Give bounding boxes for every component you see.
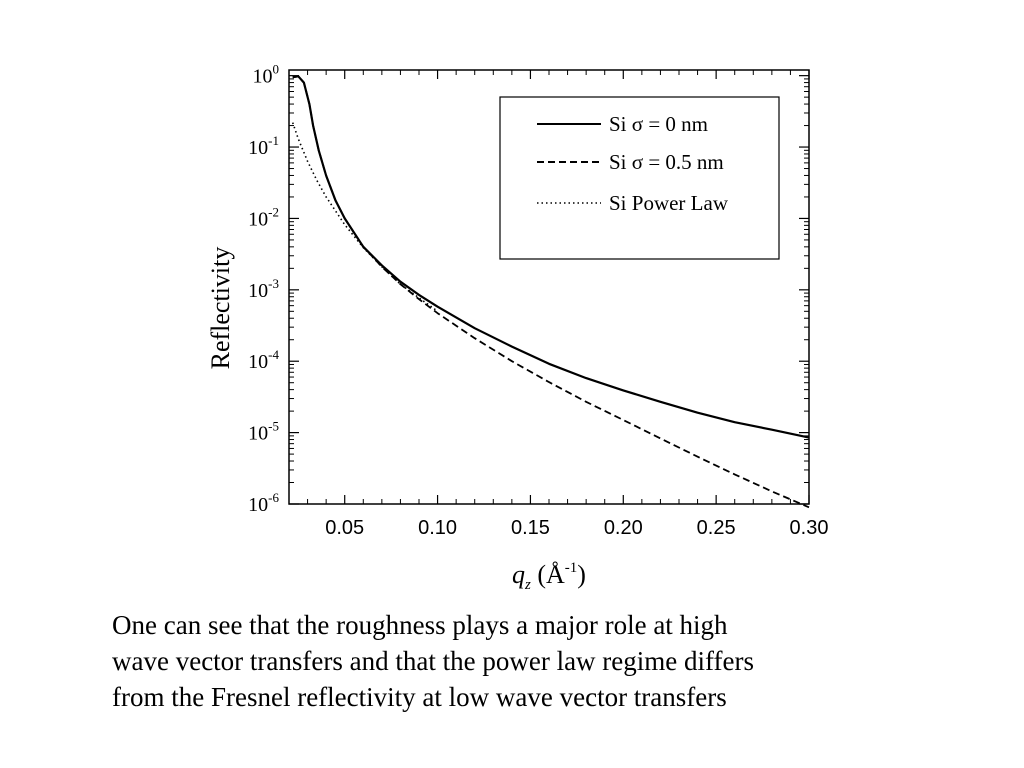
y-tick-label: 100 (253, 62, 280, 88)
x-axis-title: qz (Å-1) (512, 560, 586, 593)
x-axis-title-exp: -1 (565, 560, 578, 576)
caption-line-3: from the Fresnel reflectivity at low wav… (112, 682, 727, 712)
x-tick-label: 0.25 (697, 517, 736, 539)
legend-label-power-law: Si Power Law (609, 191, 729, 215)
x-tick-label: 0.15 (511, 517, 550, 539)
y-tick-base: 10 (248, 494, 268, 516)
y-tick-label: 10-6 (248, 490, 279, 516)
caption-line-1: One can see that the roughness plays a m… (112, 610, 728, 640)
y-tick-base: 10 (248, 351, 268, 373)
x-tick-label: 0.05 (325, 517, 364, 539)
series-line-solid (292, 75, 810, 439)
x-tick-labels: 0.05 0.10 0.15 0.20 0.25 0.30 (325, 517, 828, 539)
reflectivity-chart: 0.05 0.10 0.15 0.20 0.25 0.30 10010-110-210-3… (206, 62, 828, 593)
axis-ticks (289, 70, 810, 505)
legend-label-sigma-0-5: Si σ = 0.5 nm (609, 150, 724, 174)
y-tick-exponent: -4 (268, 347, 279, 362)
legend-label-sigma-0: Si σ = 0 nm (609, 112, 708, 136)
y-tick-exponent: -3 (268, 276, 279, 291)
y-tick-exponent: 0 (273, 62, 280, 77)
x-tick-label: 0.10 (418, 517, 457, 539)
caption-text: One can see that the roughness plays a m… (112, 607, 972, 715)
y-tick-exponent: -5 (268, 419, 279, 434)
x-tick-label: 0.30 (790, 517, 829, 539)
y-tick-base: 10 (248, 423, 268, 445)
y-tick-base: 10 (248, 280, 268, 302)
y-tick-base: 10 (253, 66, 273, 88)
y-tick-base: 10 (248, 137, 268, 159)
x-axis-title-subscript: z (524, 577, 531, 593)
y-tick-label: 10-5 (248, 419, 279, 445)
y-tick-label: 10-1 (248, 133, 279, 159)
series-line-dotted (291, 122, 439, 312)
x-tick-label: 0.20 (604, 517, 643, 539)
series-line-dashed (292, 75, 810, 509)
series-lines (291, 75, 810, 509)
y-tick-label: 10-3 (248, 276, 279, 302)
caption-line-2: wave vector transfers and that the power… (112, 646, 754, 676)
y-axis-title: Reflectivity (206, 247, 235, 370)
x-axis-title-close: ) (577, 560, 586, 589)
y-tick-exponent: -6 (268, 490, 279, 505)
legend: Si σ = 0 nm Si σ = 0.5 nm Si Power Law (499, 96, 780, 260)
y-tick-exponent: -2 (268, 204, 279, 219)
y-tick-label: 10-4 (248, 347, 279, 373)
y-tick-exponent: -1 (268, 133, 279, 148)
x-axis-title-symbol: q (512, 560, 525, 589)
x-axis-title-unit: (Å (531, 560, 565, 589)
y-tick-base: 10 (248, 208, 268, 230)
y-tick-label: 10-2 (248, 204, 279, 230)
